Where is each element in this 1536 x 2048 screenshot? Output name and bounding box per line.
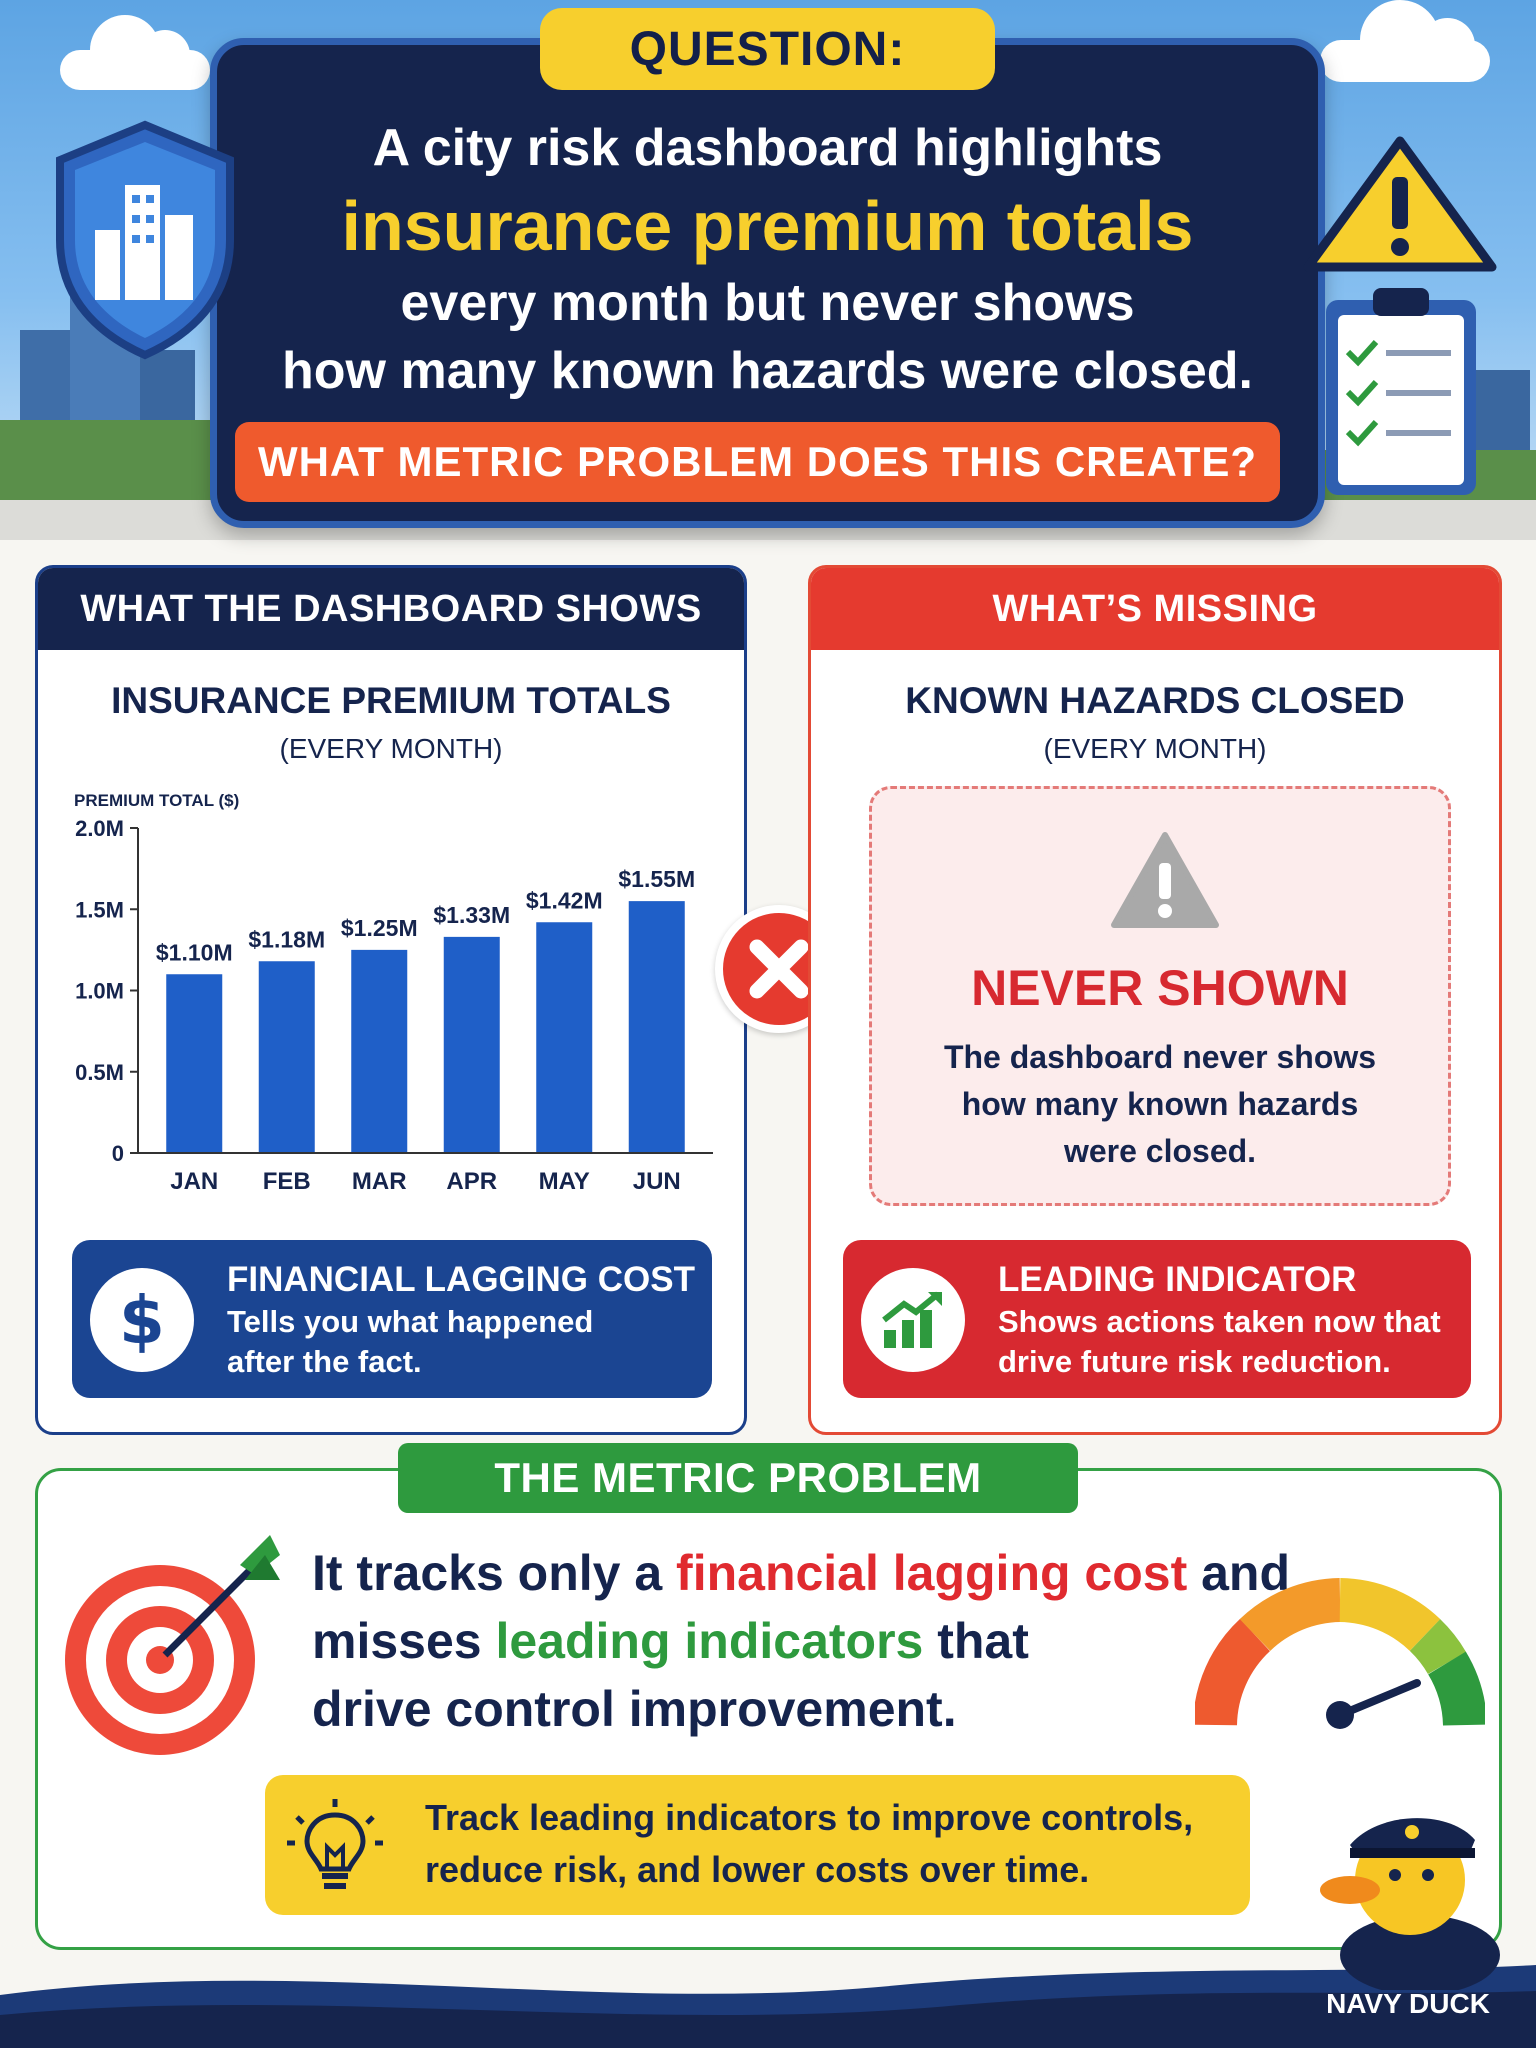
dashboard-card: WHAT THE DASHBOARD SHOWS INSURANCE PREMI… <box>35 565 747 1435</box>
chart-y-axis-label: PREMIUM TOTAL ($) <box>74 791 239 810</box>
question-line-3: every month but never shows <box>400 274 1135 332</box>
dollar-icon-badge: $ <box>90 1268 194 1372</box>
y-tick-label: 2.0M <box>75 816 124 841</box>
leading-callout-title: LEADING INDICATOR <box>998 1260 1357 1299</box>
tip-line-1: Track leading indicators to improve cont… <box>425 1797 1194 1838</box>
growth-chart-icon <box>882 1291 942 1348</box>
x-tick-label: JAN <box>170 1168 218 1195</box>
never-shown-line-1: The dashboard never shows <box>943 1039 1377 1075</box>
metric-problem-line-3: drive control improvement. <box>312 1681 957 1737</box>
lagging-callout-line-1: Tells you what happened <box>227 1304 594 1339</box>
chart-bar-apr <box>443 936 500 1153</box>
missing-card-header: WHAT’S MISSING <box>811 568 1499 650</box>
tip-line-2: reduce risk, and lower costs over time. <box>425 1849 1090 1890</box>
leading-callout-line-2: drive future risk reduction. <box>998 1344 1391 1379</box>
chart-data-label: $1.18M <box>248 926 325 952</box>
premium-bar-chart: PREMIUM TOTAL ($) 0 0.5M 1.0M 1.5M 2.0M $1.1… <box>74 791 713 1195</box>
question-cta: WHAT METRIC PROBLEM DOES THIS CREATE? <box>235 422 1280 502</box>
grey-warning-icon <box>1111 832 1219 928</box>
never-shown-line-3: were closed. <box>1063 1133 1257 1169</box>
missing-card: WHAT’S MISSING KNOWN HAZARDS CLOSED (EVE… <box>808 565 1502 1435</box>
footer-wave <box>0 1965 1536 2048</box>
x-tick-label: MAY <box>539 1168 590 1195</box>
brand-label: NAVY DUCK <box>1326 1988 1490 2019</box>
tip-box: Track leading indicators to improve cont… <box>265 1775 1250 1915</box>
metric-problem-label: THE METRIC PROBLEM <box>398 1443 1078 1513</box>
growth-icon-badge <box>861 1268 965 1372</box>
mp-financial-lagging-cost: financial lagging cost <box>676 1545 1188 1601</box>
lagging-cost-callout: $ FINANCIAL LAGGING COST Tells you what … <box>72 1240 712 1398</box>
leading-callout-text: Shows actions taken now that drive futur… <box>998 1302 1441 1382</box>
question-highlight: insurance premium totals <box>341 187 1194 265</box>
x-tick-label: FEB <box>263 1168 311 1195</box>
chart-bar-feb <box>258 961 315 1153</box>
metric-problem-line-2: misses leading indicators that <box>312 1612 1029 1670</box>
cloud-right <box>1320 0 1490 82</box>
lagging-callout-title: FINANCIAL LAGGING COST <box>227 1260 695 1299</box>
duck-mascot-icon <box>1320 1818 1500 1990</box>
x-tick-label: MAR <box>352 1168 407 1195</box>
y-tick-label: 1.5M <box>75 897 124 922</box>
chart-bars: $1.10M JAN $1.18M FEB $1.25M MAR $1.33M APR $1.4… <box>156 866 695 1195</box>
chart-data-label: $1.10M <box>156 939 233 965</box>
y-tick-label: 0 <box>112 1141 124 1166</box>
chart-bar-jan <box>166 974 223 1153</box>
lagging-callout-line-2: after the fact. <box>227 1344 422 1379</box>
never-shown-line-2: how many known hazards <box>961 1086 1359 1122</box>
x-tick-label: JUN <box>633 1168 681 1195</box>
chart-data-label: $1.33M <box>433 902 510 928</box>
lightbulb-icon <box>287 1799 383 1889</box>
lagging-callout-text: Tells you what happened after the fact. <box>227 1302 593 1382</box>
x-tick-label: APR <box>446 1168 497 1195</box>
question-line-4: how many known hazards were closed. <box>282 342 1253 400</box>
chart-bar-mar <box>351 949 408 1153</box>
missing-title: KNOWN HAZARDS CLOSED <box>905 680 1405 721</box>
y-tick-label: 0.5M <box>75 1060 124 1085</box>
chart-y-ticks: 0 0.5M 1.0M 1.5M 2.0M <box>75 816 138 1166</box>
gauge-icon <box>1195 1578 1485 1729</box>
leading-indicator-callout: LEADING INDICATOR Shows actions taken no… <box>843 1240 1471 1398</box>
dashboard-card-header: WHAT THE DASHBOARD SHOWS <box>38 568 744 650</box>
chart-bar-jun <box>628 901 685 1153</box>
never-shown-box: NEVER SHOWN The dashboard never shows ho… <box>869 786 1451 1206</box>
leading-callout-line-1: Shows actions taken now that <box>998 1304 1441 1339</box>
never-shown-title: NEVER SHOWN <box>971 960 1349 1016</box>
metric-problem-line-1: It tracks only a financial lagging cost … <box>312 1544 1290 1602</box>
mp-line1-c: and <box>1187 1545 1291 1601</box>
chart-bar-may <box>536 922 593 1153</box>
cloud-left <box>60 15 210 90</box>
question-line-1: A city risk dashboard highlights <box>372 119 1163 177</box>
chart-data-label: $1.25M <box>341 915 418 941</box>
chart-title: INSURANCE PREMIUM TOTALS <box>111 680 671 721</box>
question-label: QUESTION: <box>540 8 995 90</box>
chart-data-label: $1.55M <box>618 866 695 892</box>
missing-subtitle: (EVERY MONTH) <box>1043 733 1267 764</box>
mp-leading-indicators: leading indicators <box>495 1613 924 1669</box>
dollar-icon: $ <box>119 1281 165 1359</box>
y-tick-label: 1.0M <box>75 979 124 1004</box>
chart-data-label: $1.42M <box>526 887 603 913</box>
shield-city-icon <box>56 120 234 360</box>
mp-line1-a: It tracks only a <box>312 1545 677 1601</box>
mp-line2-c: that <box>923 1613 1029 1669</box>
clipboard-checklist-icon <box>1326 288 1476 495</box>
mp-line2-a: misses <box>312 1613 496 1669</box>
warning-icon <box>1303 136 1497 272</box>
chart-subtitle: (EVERY MONTH) <box>279 733 503 764</box>
target-arrow-icon <box>65 1535 280 1755</box>
